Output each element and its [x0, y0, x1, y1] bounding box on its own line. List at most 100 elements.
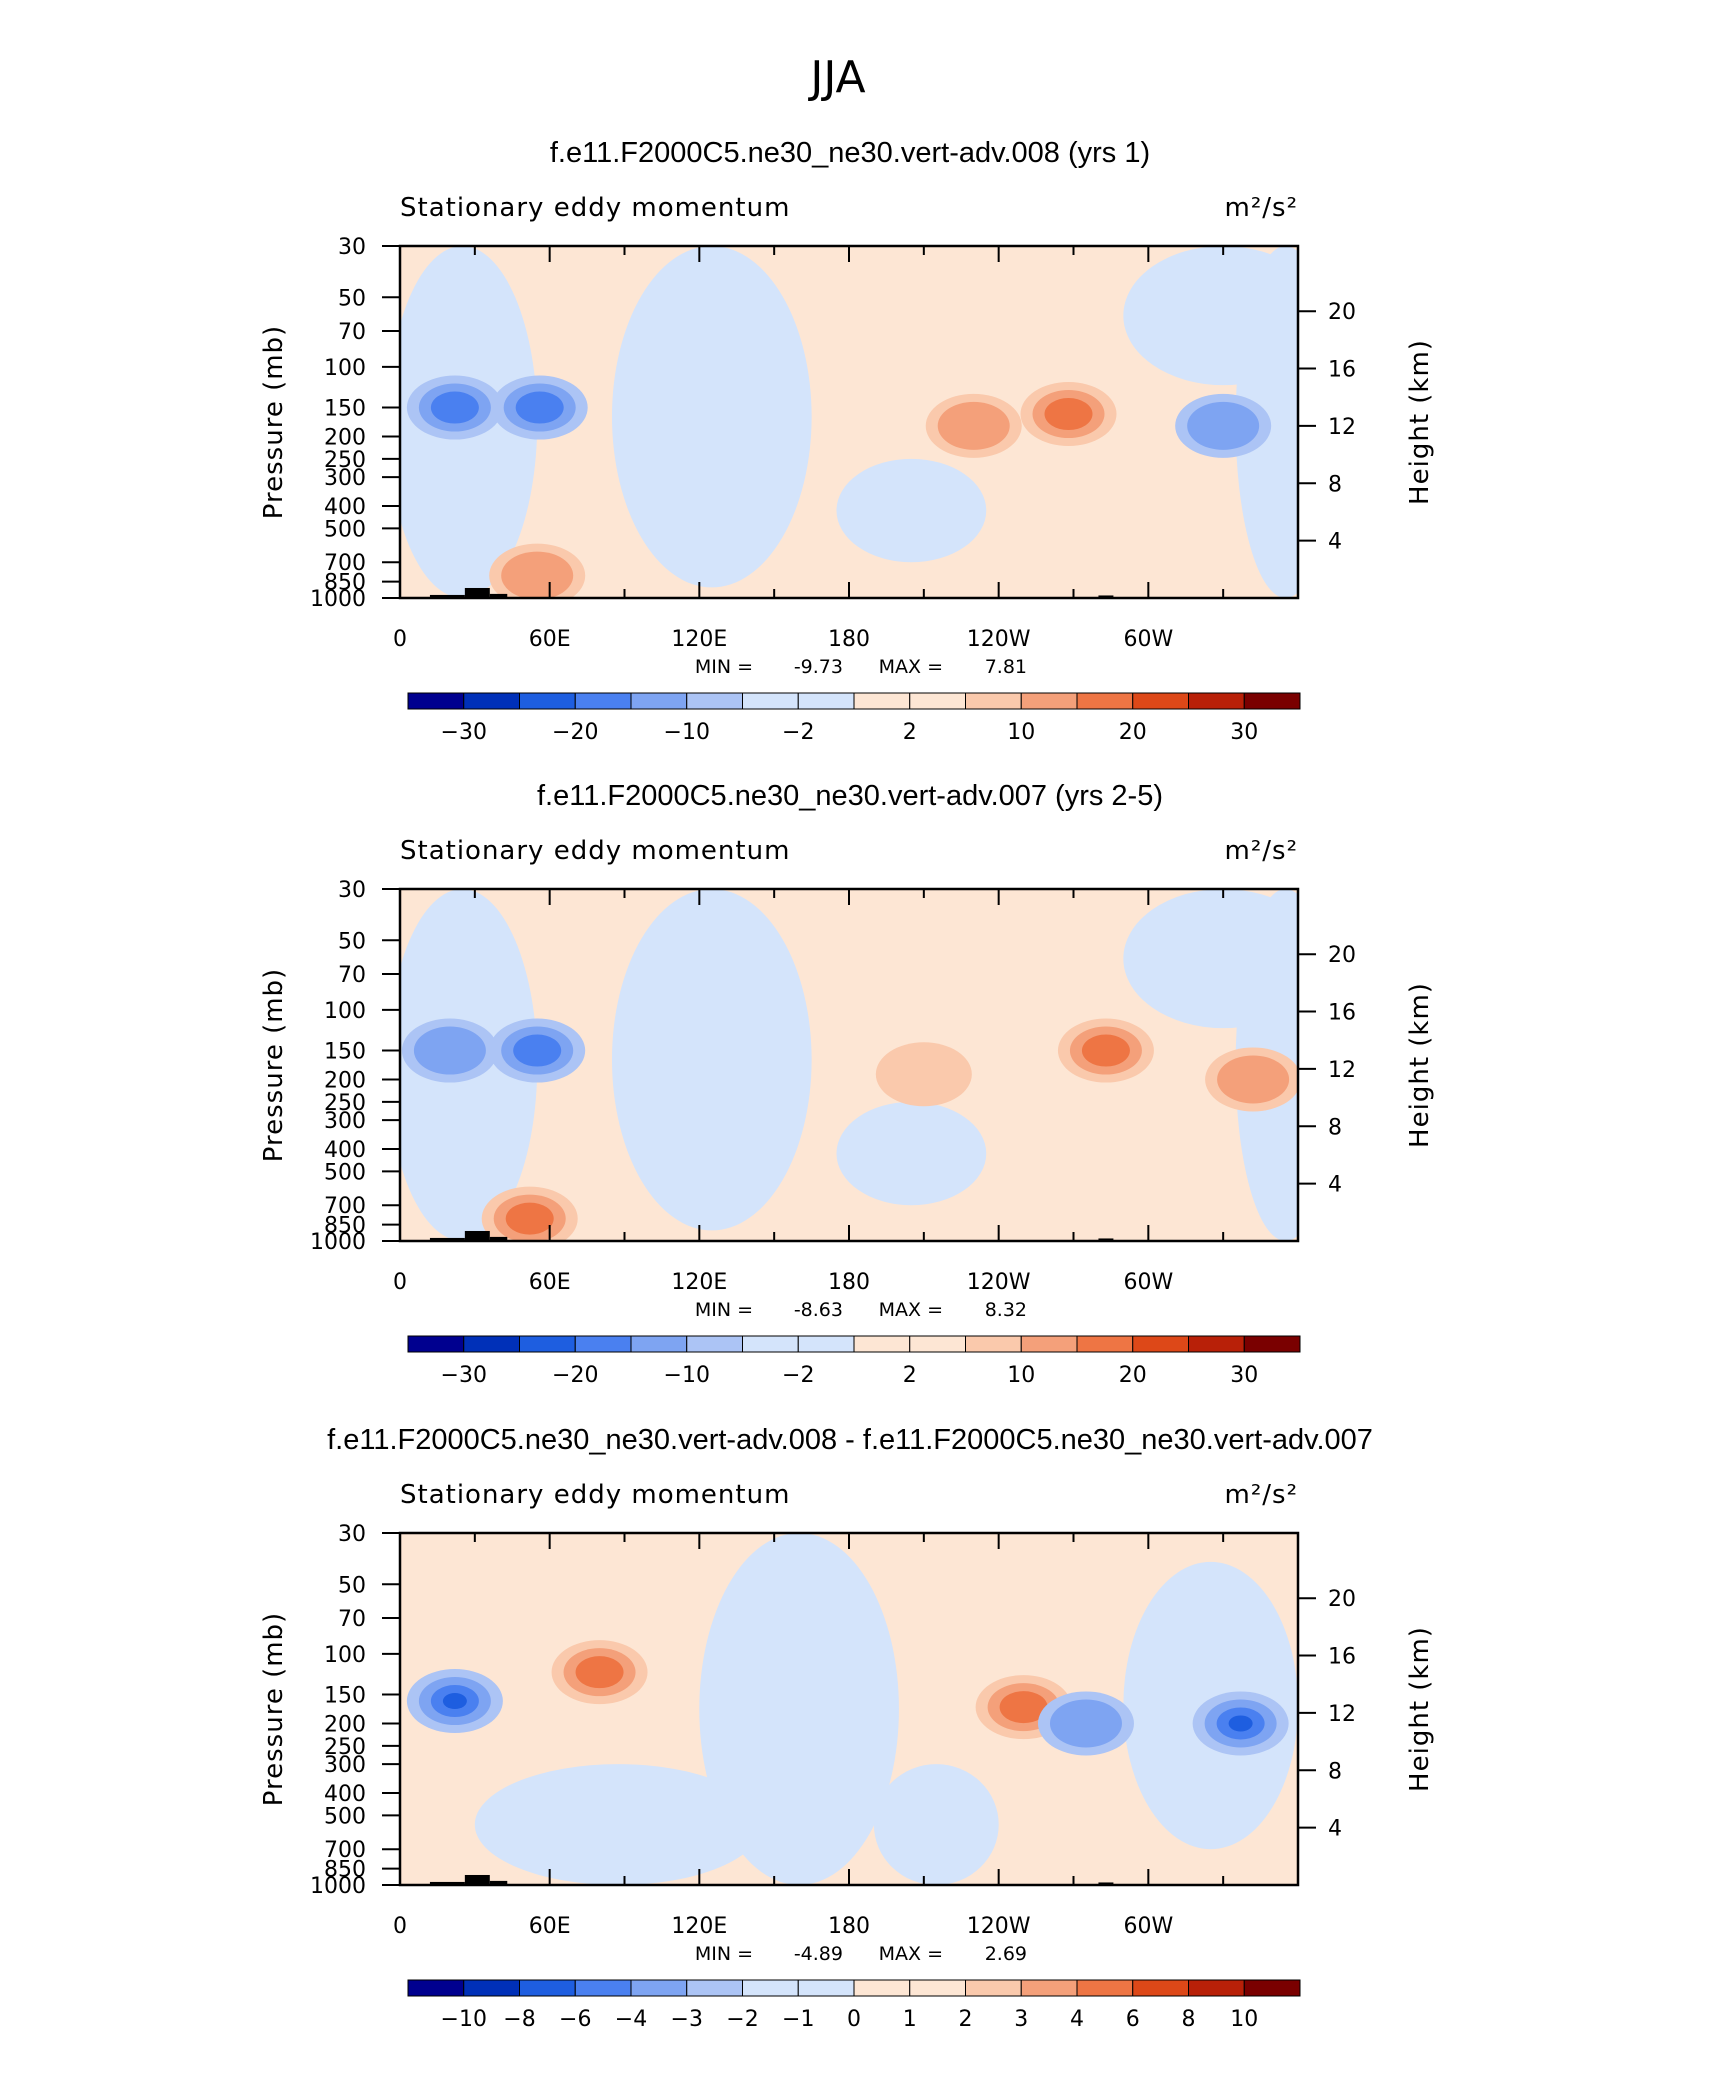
panel-title: f.e11.F2000C5.ne30_ne30.vert-adv.007 (yr…	[537, 780, 1163, 812]
colorbar-label: 30	[1230, 720, 1258, 745]
y-axis-label: Pressure (mb)	[259, 325, 289, 519]
colorbar-box	[1020, 1335, 1078, 1353]
topography	[1098, 1238, 1114, 1241]
y-axis-right-label: Height (km)	[1405, 339, 1435, 505]
pressure-tick-label: 70	[338, 963, 366, 988]
y-axis-right-label: Height (km)	[1405, 1626, 1435, 1792]
topography	[1098, 1882, 1114, 1885]
pressure-tick-label: 30	[338, 878, 366, 903]
height-tick-label: 12	[1328, 415, 1356, 440]
colorbar-box	[1020, 692, 1078, 710]
contour-field	[400, 889, 1298, 1241]
height-tick-label: 20	[1328, 300, 1356, 325]
colorbar-box	[742, 1335, 799, 1353]
topography	[429, 1237, 465, 1241]
x-tick-label: 180	[828, 1270, 870, 1295]
colorbar-box	[519, 1979, 576, 1997]
pressure-tick-label: 850	[324, 1214, 366, 1239]
panel-3: f.e11.F2000C5.ne30_ne30.vert-adv.008 - f…	[259, 1424, 1435, 2032]
colorbar-label: −2	[782, 720, 814, 745]
left-string: Stationary eddy momentum	[400, 836, 790, 866]
pressure-tick-label: 700	[324, 551, 366, 576]
colorbar-label: 1	[903, 2007, 917, 2032]
pressure-tick-label: 200	[324, 1712, 366, 1737]
min-label: MIN =	[695, 1299, 753, 1321]
pressure-tick-label: 400	[324, 1138, 366, 1163]
colorbar-box	[686, 692, 743, 710]
colorbar-box	[407, 1979, 465, 1997]
topography	[464, 587, 490, 598]
pressure-tick-label: 300	[324, 466, 366, 491]
colorbar-box	[1243, 692, 1301, 710]
negative-contour	[413, 1026, 486, 1075]
max-value: 7.81	[985, 656, 1027, 678]
x-tick-label: 60E	[529, 1914, 571, 1939]
min-value: -9.73	[794, 656, 843, 678]
colorbar-box	[909, 692, 966, 710]
pressure-tick-label: 50	[338, 286, 366, 311]
x-tick-label: 180	[828, 1914, 870, 1939]
max-value: 8.32	[985, 1299, 1027, 1321]
height-tick-label: 20	[1328, 1587, 1356, 1612]
units-label: m²/s²	[1225, 1480, 1298, 1510]
colorbar-box	[797, 1335, 855, 1353]
negative-contour	[1228, 1715, 1253, 1732]
colorbar-box	[1076, 1335, 1134, 1353]
pressure-tick-label: 70	[338, 320, 366, 345]
pressure-tick-label: 200	[324, 425, 366, 450]
x-tick-label: 60W	[1123, 627, 1173, 652]
colorbar-label: 3	[1014, 2007, 1028, 2032]
colorbar-box	[630, 692, 688, 710]
max-label: MAX =	[879, 656, 943, 678]
height-tick-label: 12	[1328, 1058, 1356, 1083]
colorbar-label: 20	[1119, 1363, 1147, 1388]
topography	[429, 594, 465, 598]
colorbar-box	[853, 1335, 911, 1353]
pressure-tick-label: 1000	[310, 587, 366, 612]
topography	[489, 593, 508, 598]
colorbar-label: 8	[1182, 2007, 1196, 2032]
height-tick-label: 4	[1328, 1173, 1342, 1198]
panel-1: f.e11.F2000C5.ne30_ne30.vert-adv.008 (yr…	[259, 137, 1435, 745]
colorbar-label: −10	[664, 720, 710, 745]
colorbar-label: −2	[782, 1363, 814, 1388]
pressure-tick-label: 30	[338, 235, 366, 260]
colorbar-box	[909, 1979, 966, 1997]
figure-title: JJA	[807, 52, 865, 103]
colorbar-box	[742, 692, 799, 710]
topography	[489, 1880, 508, 1885]
units-label: m²/s²	[1225, 836, 1298, 866]
colorbar-box	[519, 1335, 576, 1353]
colorbar-box	[686, 1979, 743, 1997]
colorbar-label: −6	[559, 2007, 591, 2032]
positive-contour	[1217, 1055, 1290, 1104]
pressure-tick-label: 150	[324, 1040, 366, 1065]
colorbar-box	[797, 692, 855, 710]
colorbar-label: 10	[1230, 2007, 1258, 2032]
negative-contour	[430, 391, 479, 424]
y-axis-right-label: Height (km)	[1405, 982, 1435, 1148]
x-tick-label: 120W	[967, 1270, 1031, 1295]
height-tick-label: 16	[1328, 1001, 1356, 1026]
pressure-tick-label: 400	[324, 495, 366, 520]
pressure-tick-label: 200	[324, 1068, 366, 1093]
colorbar-box	[574, 1335, 632, 1353]
topography	[464, 1230, 490, 1241]
negative-contour	[513, 1034, 562, 1067]
height-tick-label: 8	[1328, 472, 1342, 497]
colorbar-box	[1243, 1335, 1301, 1353]
panel-title: f.e11.F2000C5.ne30_ne30.vert-adv.008 - f…	[327, 1424, 1373, 1456]
weak-negative-region	[699, 1533, 899, 1885]
colorbar-box	[519, 692, 576, 710]
colorbar-label: −4	[615, 2007, 647, 2032]
colorbar-box	[1188, 1979, 1245, 1997]
colorbar-box	[463, 1979, 520, 1997]
positive-contour	[1044, 398, 1093, 431]
x-tick-label: 60W	[1123, 1914, 1173, 1939]
pressure-tick-label: 850	[324, 571, 366, 596]
colorbar-label: 0	[847, 2007, 861, 2032]
colorbar-label: −20	[552, 720, 598, 745]
x-tick-label: 180	[828, 627, 870, 652]
x-tick-label: 120W	[967, 627, 1031, 652]
